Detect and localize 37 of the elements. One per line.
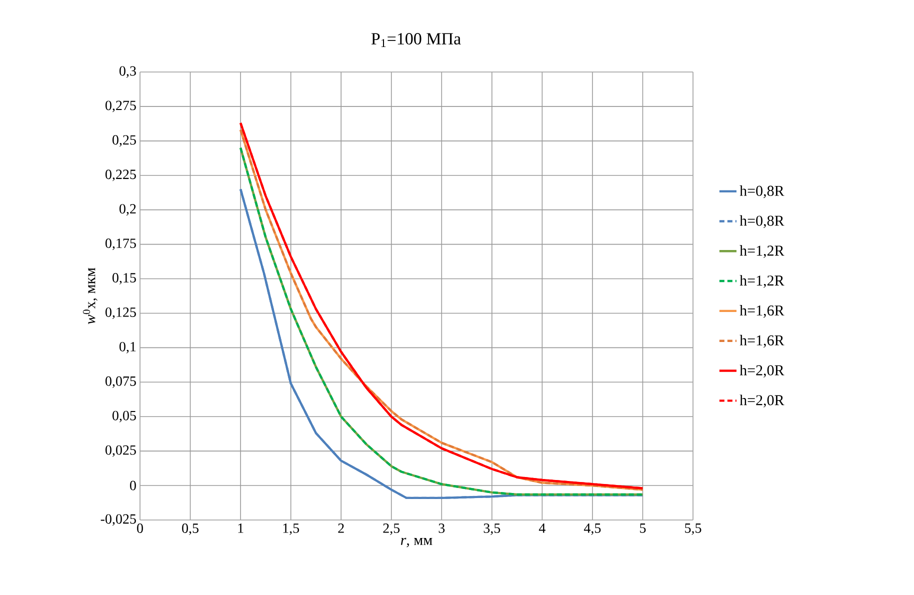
x-tick-label: 1,5 <box>283 524 300 535</box>
y-tick-label: 0,2 <box>120 204 136 216</box>
y-tick-label: 0,25 <box>112 135 136 147</box>
x-tick-label: 2,5 <box>383 524 400 535</box>
chart-title: P$_{1}$=100 МПа <box>371 33 461 47</box>
y-tick-label: 0,275 <box>106 100 136 112</box>
x-tick-label: 2 <box>338 524 344 533</box>
legend-label: h=2,0R <box>740 364 784 378</box>
y-tick-label: 0,225 <box>106 170 136 182</box>
y-tick-label: 0,1 <box>120 342 136 354</box>
y-tick-label: -0,025 <box>100 514 136 526</box>
legend-label: h=0,8R <box>740 185 784 198</box>
y-tick-label: 0,025 <box>106 445 136 457</box>
x-tick-label: 3,5 <box>484 524 500 535</box>
x-tick-label: 1 <box>238 524 244 533</box>
x-tick-label: 3 <box>438 524 445 533</box>
x-axis-title: r, мм <box>400 538 432 548</box>
legend-label: h=2,0R <box>740 394 784 408</box>
legend-label: h=1,2R <box>740 245 784 258</box>
y-tick-label: 0,175 <box>106 238 136 250</box>
x-tick-label: 4,5 <box>584 524 601 535</box>
x-tick-label: 0 <box>137 524 143 533</box>
legend-label: h=1,6R <box>740 305 784 318</box>
y-tick-label: 0,125 <box>106 307 136 319</box>
legend-label: h=1,2R <box>740 275 784 288</box>
y-tick-label: 0,3 <box>120 66 136 78</box>
legend-label: h=1,6R <box>740 334 784 348</box>
y-tick-label: 0,15 <box>112 273 136 284</box>
x-tick-label: 0,5 <box>182 524 198 535</box>
y-tick-label: 0,075 <box>106 376 136 388</box>
x-tick-label: 5 <box>640 524 646 533</box>
x-tick-label: 5,5 <box>685 524 702 535</box>
legend-label: h=0,8R <box>740 215 784 228</box>
x-tick-label: 4 <box>538 524 546 533</box>
y-tick-label: 0,05 <box>112 410 136 422</box>
y-tick-label: 0 <box>130 480 136 490</box>
y-axis-title: w$^{0}$x, мкм <box>82 268 98 324</box>
